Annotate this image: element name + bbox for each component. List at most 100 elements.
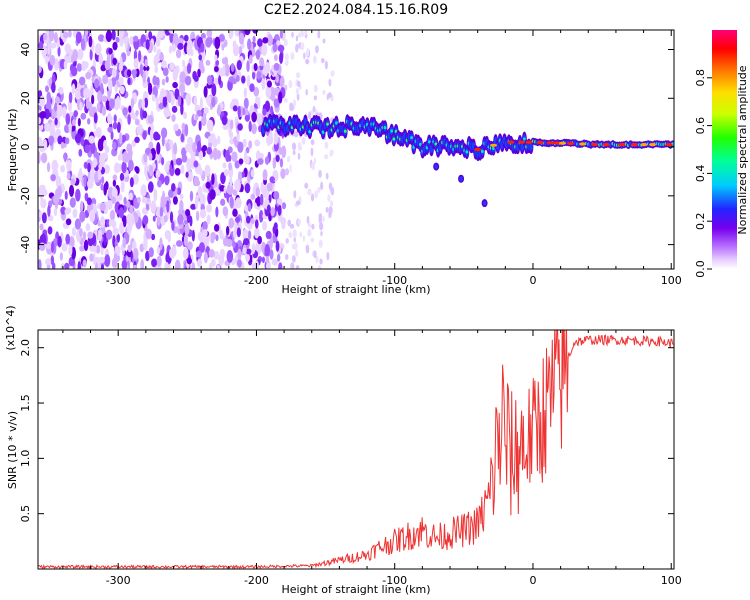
- spectrogram-noise-cell: [299, 231, 303, 238]
- spectrogram-noise-cell: [151, 94, 156, 102]
- x-tick-label: -300: [106, 274, 131, 287]
- spectrogram-noise-cell: [304, 182, 309, 189]
- spectrogram-noise-cell: [142, 207, 147, 215]
- spectrogram-noise-cell: [213, 224, 220, 232]
- spectrogram-noise-cell: [172, 81, 178, 89]
- spectrogram-noise-cell: [38, 259, 42, 269]
- spectrogram-noise-cell: [329, 150, 333, 157]
- spectrogram-noise-cell: [257, 152, 264, 160]
- spectrogram-noise-cell: [152, 215, 156, 222]
- spectrogram-noise-cell: [157, 30, 164, 39]
- spectrogram-noise-cell: [165, 110, 172, 117]
- spectrogram-noise-cell: [318, 239, 323, 248]
- spectrogram-noise-cell: [167, 92, 172, 104]
- spectrogram-noise-cell: [98, 256, 105, 264]
- spectrogram-noise-cell: [122, 151, 129, 164]
- spectrogram-noise-cell: [206, 30, 213, 38]
- spectrogram-noise-cell: [45, 100, 52, 111]
- chart-title: C2E2.2024.084.15.16.R09: [264, 2, 448, 18]
- spectrogram-noise-cell: [254, 139, 261, 147]
- spectrogram-noise-cell: [281, 219, 286, 230]
- spectrogram-noise-cell: [77, 261, 82, 269]
- spectrogram-noise-cell: [101, 95, 108, 103]
- spectrogram-noise-cell: [69, 197, 76, 208]
- spectrogram-noise-cell: [38, 117, 42, 125]
- spectrogram-noise-cell: [119, 172, 125, 182]
- spectrogram-noise-cell: [147, 82, 153, 95]
- spectrogram-noise-cell: [242, 107, 246, 116]
- spectrogram-noise-cell: [292, 99, 297, 107]
- spectrogram-noise-cell: [322, 215, 325, 223]
- spectrogram-noise-cell: [135, 166, 140, 174]
- signal-band-core: [427, 140, 431, 144]
- spectrogram-noise-cell: [72, 119, 76, 127]
- spectrogram-noise-cell: [203, 106, 209, 114]
- spectrogram-noise-cell: [43, 33, 48, 41]
- spectrogram-noise-cell: [293, 237, 296, 243]
- spectrogram-noise-cell: [38, 242, 46, 252]
- spectrogram-noise-cell: [44, 85, 49, 93]
- spectrogram-noise-cell: [193, 160, 199, 168]
- spectrogram-noise-cell: [165, 142, 170, 152]
- spectrogram-noise-cell: [45, 242, 52, 250]
- y-tick-label: -20: [19, 187, 32, 205]
- spectrogram-noise-cell: [249, 54, 253, 64]
- spectrogram-noise-cell: [266, 135, 271, 146]
- snr-y-ticks: 0.5 1.0 1.5 2.0: [19, 339, 674, 522]
- spectrogram-noise-cell: [324, 60, 328, 70]
- spectrogram-noise-cell: [112, 57, 117, 66]
- spectrogram-noise-cell: [68, 245, 73, 256]
- spectrogram-noise-cell: [297, 219, 301, 226]
- spectrogram-noise-cell: [123, 196, 127, 206]
- spectrogram-noise-cell: [99, 202, 106, 212]
- spectrogram-noise-cell: [99, 216, 106, 228]
- spectrogram-noise-cell: [47, 204, 51, 217]
- x-tick-label: -300: [106, 574, 131, 587]
- spectrogram-noise-cell: [311, 161, 316, 171]
- spectrogram-noise-cell: [126, 69, 132, 78]
- spectrogram-noise-cell: [269, 237, 273, 250]
- spectrogram-noise-cell: [113, 252, 118, 264]
- spectrogram-noise-cell: [179, 193, 184, 200]
- spectrogram-noise-cell: [108, 47, 113, 55]
- x-tick-label: 100: [661, 274, 682, 287]
- spectrogram-noise-cell: [179, 71, 186, 85]
- signal-band-core: [465, 150, 469, 154]
- spectrogram-noise-cell: [183, 34, 189, 42]
- spectrogram-noise-cell: [91, 94, 95, 105]
- signal-band-mid: [529, 142, 533, 151]
- spectrogram-noise-cell: [63, 60, 68, 70]
- spectrogram-noise-cell: [297, 32, 302, 38]
- spectrogram-noise-cell: [220, 198, 226, 206]
- spectrogram-noise-cell: [251, 123, 257, 135]
- spectrogram-noise-cell: [162, 67, 169, 77]
- spectrogram-noise-cell: [119, 56, 123, 68]
- signal-band-peak: [546, 141, 554, 145]
- colorbar-label: Normalized spectral amplitude: [736, 65, 749, 234]
- spectrogram-noise-cell: [159, 237, 163, 251]
- spectrogram-noise-cell: [184, 75, 192, 86]
- spectrogram-noise-cell: [264, 100, 271, 113]
- spectrogram-y-axis-label: Frequency (Hz): [6, 109, 19, 192]
- spectrogram-noise-cell: [51, 159, 58, 173]
- spectrogram-noise-cell: [97, 90, 102, 103]
- spectrogram-noise-cell: [320, 57, 325, 64]
- spectrogram-noise-cell: [244, 204, 249, 212]
- spectrogram-noise-cell: [114, 83, 118, 93]
- spectrogram-noise-cell: [96, 102, 101, 112]
- spectrogram-noise-cell: [244, 155, 250, 165]
- x-tick-label: 0: [529, 274, 536, 287]
- spectrogram-noise-cell: [266, 182, 273, 192]
- spectrogram-noise-cell: [291, 255, 296, 263]
- spectrogram-noise-cell: [132, 174, 139, 185]
- spectrogram-noise-cell: [63, 31, 69, 39]
- spectrogram-noise-cell: [318, 213, 323, 220]
- spectrogram-noise-cell: [85, 223, 91, 232]
- spectrogram-noise-cell: [175, 49, 182, 59]
- spectrogram-noise-cell: [249, 83, 255, 93]
- snr-frame: [37, 329, 675, 570]
- spectrogram-noise-cell: [273, 98, 280, 108]
- spectrogram-noise-cell: [80, 38, 86, 51]
- spectrogram-noise-cell: [98, 53, 104, 65]
- spectrogram-noise-cell: [190, 203, 197, 210]
